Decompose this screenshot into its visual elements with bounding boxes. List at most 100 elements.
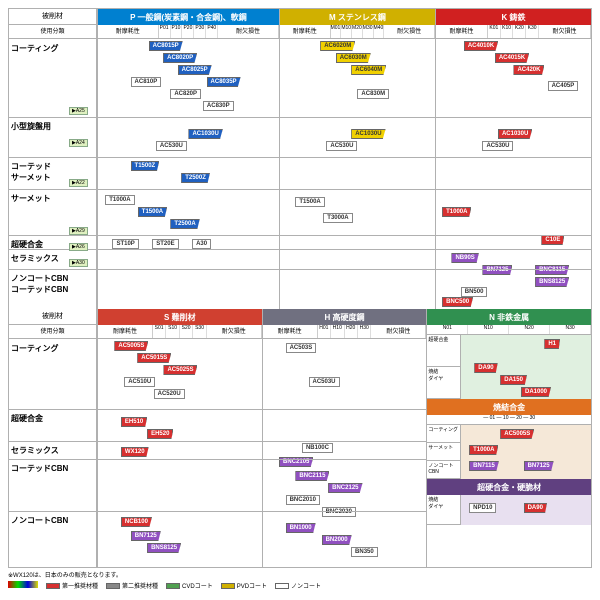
hdr-s: S 難削材 (98, 309, 262, 325)
hdr-h: H 高硬度鋼 (263, 309, 427, 325)
grade-tag: DA150 (500, 375, 527, 385)
grade-tag: AC810P (131, 77, 162, 87)
tick: N30 (550, 325, 591, 334)
grade-tag: BN7125 (482, 265, 512, 275)
hdr-m: M ステンレス鋼 (280, 9, 435, 25)
grade-tag: AC1030U (188, 129, 222, 139)
section-s: S 難削材 耐摩耗性S01S10S20S30耐欠損性 AC5005SAC5015… (97, 309, 262, 567)
row-label: ノンコートCBNコーテッドCBN (11, 273, 68, 295)
tick: P40 (206, 25, 218, 38)
row-label: セラミックス (11, 445, 59, 456)
grade-tag: T1000A (469, 445, 498, 455)
tick: M10 (341, 25, 352, 38)
grade-tag: AC503U (309, 377, 340, 387)
small-row-label: コーティング (427, 425, 460, 443)
row-label: サーメット (11, 193, 51, 204)
grade-tag: T1500A (138, 207, 167, 217)
row-label: セラミックス (11, 253, 59, 264)
row-label: コーテッドCBN (11, 463, 68, 474)
tick: K20 (513, 25, 526, 38)
legend-item: CVDコート (166, 581, 213, 590)
footnote: ※WX120は、日本のみの販売となります。 (8, 570, 592, 579)
grade-tag: EH510 (121, 417, 147, 427)
ref-badge: ▶A26 (69, 243, 88, 251)
grade-tag: AC1030U (351, 129, 385, 139)
tick: P10 (171, 25, 183, 38)
grade-tag: AC830M (357, 89, 389, 99)
row-label: 超硬合金 (11, 413, 43, 424)
legend-item: ノンコート (275, 581, 321, 590)
grade-tag: AC8025P (178, 65, 212, 75)
left-column-bot: 被削材 使用分類 コーティング超硬合金セラミックスコーテッドCBNノンコートCB… (9, 309, 97, 567)
grade-tag: T1000A (105, 195, 134, 205)
grade-tag: AC1030U (498, 129, 532, 139)
row-label: ノンコートCBN (11, 515, 68, 526)
grade-tag: AC4010K (464, 41, 498, 51)
tick: M40 (374, 25, 385, 38)
tick: H01 (318, 325, 331, 338)
grade-tag: AC5015S (137, 353, 171, 363)
grade-tag: AC8020P (163, 53, 197, 63)
small-row-label: ノンコートCBN (427, 461, 460, 479)
grade-tag: AC530U (326, 141, 357, 151)
section-m: M ステンレス鋼 耐摩耗性M01M10M20M30M40耐欠損性 AC6020M… (279, 9, 435, 309)
legend: 第一推奨材種第二推奨材種CVDコートPVDコートノンコート (8, 581, 592, 590)
grade-tag: BNC2125 (328, 483, 362, 493)
section-h: H 高硬度鋼 耐摩耗性H01H10H20H30耐欠損性 AC503SAC503U… (262, 309, 427, 567)
legend-item: 第二推奨材種 (106, 581, 158, 590)
ref-badge: ▶A29 (69, 227, 88, 235)
grade-tag: NPD10 (469, 503, 496, 513)
grade-tag: AC4015K (495, 53, 529, 63)
grade-tag: AC6040M (351, 65, 386, 75)
hdr-material: 被削材 (9, 9, 96, 25)
tick: K01 (488, 25, 501, 38)
row-label: コーテッドサーメット (11, 161, 51, 183)
tick: H10 (331, 325, 344, 338)
grade-tag: AC6020M (320, 41, 355, 51)
ref-badge: ▶A25 (69, 107, 88, 115)
hdr-k: K 鋳鉄 (436, 9, 591, 25)
legend-item: 第一推奨材種 (46, 581, 98, 590)
tick: S20 (180, 325, 193, 338)
grade-tag: BN500 (461, 287, 488, 297)
left-column-top: 被削材 使用分類 コーティング小型旋盤用コーテッドサーメットサーメット超硬合金セ… (9, 9, 97, 309)
grade-tag: AC520U (154, 389, 185, 399)
hdr-carbide: 超硬合金・硬脆材 (427, 479, 591, 495)
grade-tag: NB90S (451, 253, 478, 263)
tick: M30 (363, 25, 374, 38)
tick: N20 (509, 325, 550, 334)
tick: M20 (352, 25, 363, 38)
grade-tag: BN2000 (322, 535, 352, 545)
grade-tag: BN7125 (131, 531, 161, 541)
grade-tag: AC820P (170, 89, 201, 99)
grade-tag: T1500A (295, 197, 324, 207)
grade-tag: BNC2010 (286, 495, 320, 505)
grade-tag: BNC2020 (322, 507, 356, 517)
grade-tag: A30 (192, 239, 211, 249)
grade-tag: ST20E (152, 239, 178, 249)
grade-tag: DA1000 (521, 387, 551, 397)
hdr-n: N 非鉄金属 (427, 309, 591, 325)
tick: S10 (166, 325, 179, 338)
grade-tag: BNC500 (442, 297, 473, 307)
grade-tag: AC5005S (500, 429, 534, 439)
row-label: コーティング (11, 343, 59, 354)
grade-tag: AC8015P (149, 41, 183, 51)
tick: P01 (159, 25, 171, 38)
tick: K10 (501, 25, 514, 38)
tick: P20 (182, 25, 194, 38)
small-row-label: 焼結ダイヤ (427, 495, 460, 525)
row-label: 小型旋盤用 (11, 121, 51, 132)
grade-tag: AC5005S (114, 341, 148, 351)
grade-tag: AC8035P (207, 77, 241, 87)
grade-tag: BNC8115 (535, 265, 569, 275)
grade-tag: AC510U (124, 377, 155, 387)
grade-tag: BN1000 (286, 523, 316, 533)
tick: N10 (468, 325, 509, 334)
tick: S01 (153, 325, 166, 338)
grade-tag: BN7125 (524, 461, 554, 471)
grade-tag: T3000A (323, 213, 352, 223)
grade-tag: T1500Z (131, 161, 160, 171)
tick: N01 (427, 325, 468, 334)
grade-tag: DA90 (524, 503, 547, 513)
